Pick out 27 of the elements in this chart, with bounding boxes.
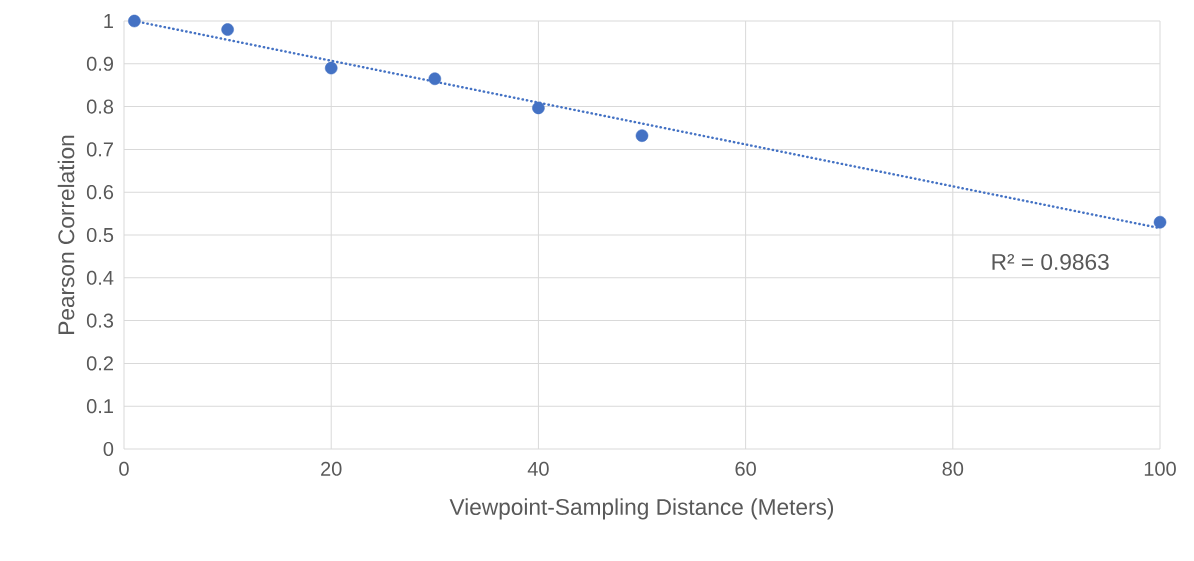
y-tick-label: 0.9 — [86, 56, 113, 71]
point — [635, 129, 649, 142]
point — [221, 23, 234, 36]
y-tick-label: 0.2 — [86, 356, 113, 371]
y-tick-label: 0.3 — [86, 313, 114, 328]
y-tick-label: 0 — [103, 441, 114, 457]
point — [532, 101, 545, 115]
y-tick-label: 0.8 — [86, 99, 114, 114]
point — [324, 61, 338, 75]
y-tick-label: 0.1 — [86, 399, 113, 414]
x-tick-label: 40 — [527, 461, 549, 476]
y-tick-label: 0.5 — [86, 227, 114, 243]
x-tick-label: 100 — [1144, 461, 1176, 476]
y-tick-label: 0.6 — [86, 185, 114, 200]
x-tick-label: 20 — [321, 461, 342, 476]
x-tick-label: 80 — [942, 461, 964, 476]
point — [1153, 215, 1167, 229]
x-axis-title: Viewpoint-Sampling Distance (Meters) — [449, 498, 834, 520]
x-tick-label: 60 — [735, 461, 756, 476]
y-tick-label: 1 — [104, 14, 113, 28]
point — [128, 14, 141, 28]
x-tick-label: 0 — [119, 461, 129, 476]
y-tick-label: 0.4 — [86, 270, 114, 285]
y-tick-label: 0.7 — [86, 142, 113, 157]
annotation: R² = 0.9863 — [992, 253, 1109, 270]
y-axis-title: Pearson Correlation — [57, 135, 75, 334]
point — [428, 72, 442, 86]
